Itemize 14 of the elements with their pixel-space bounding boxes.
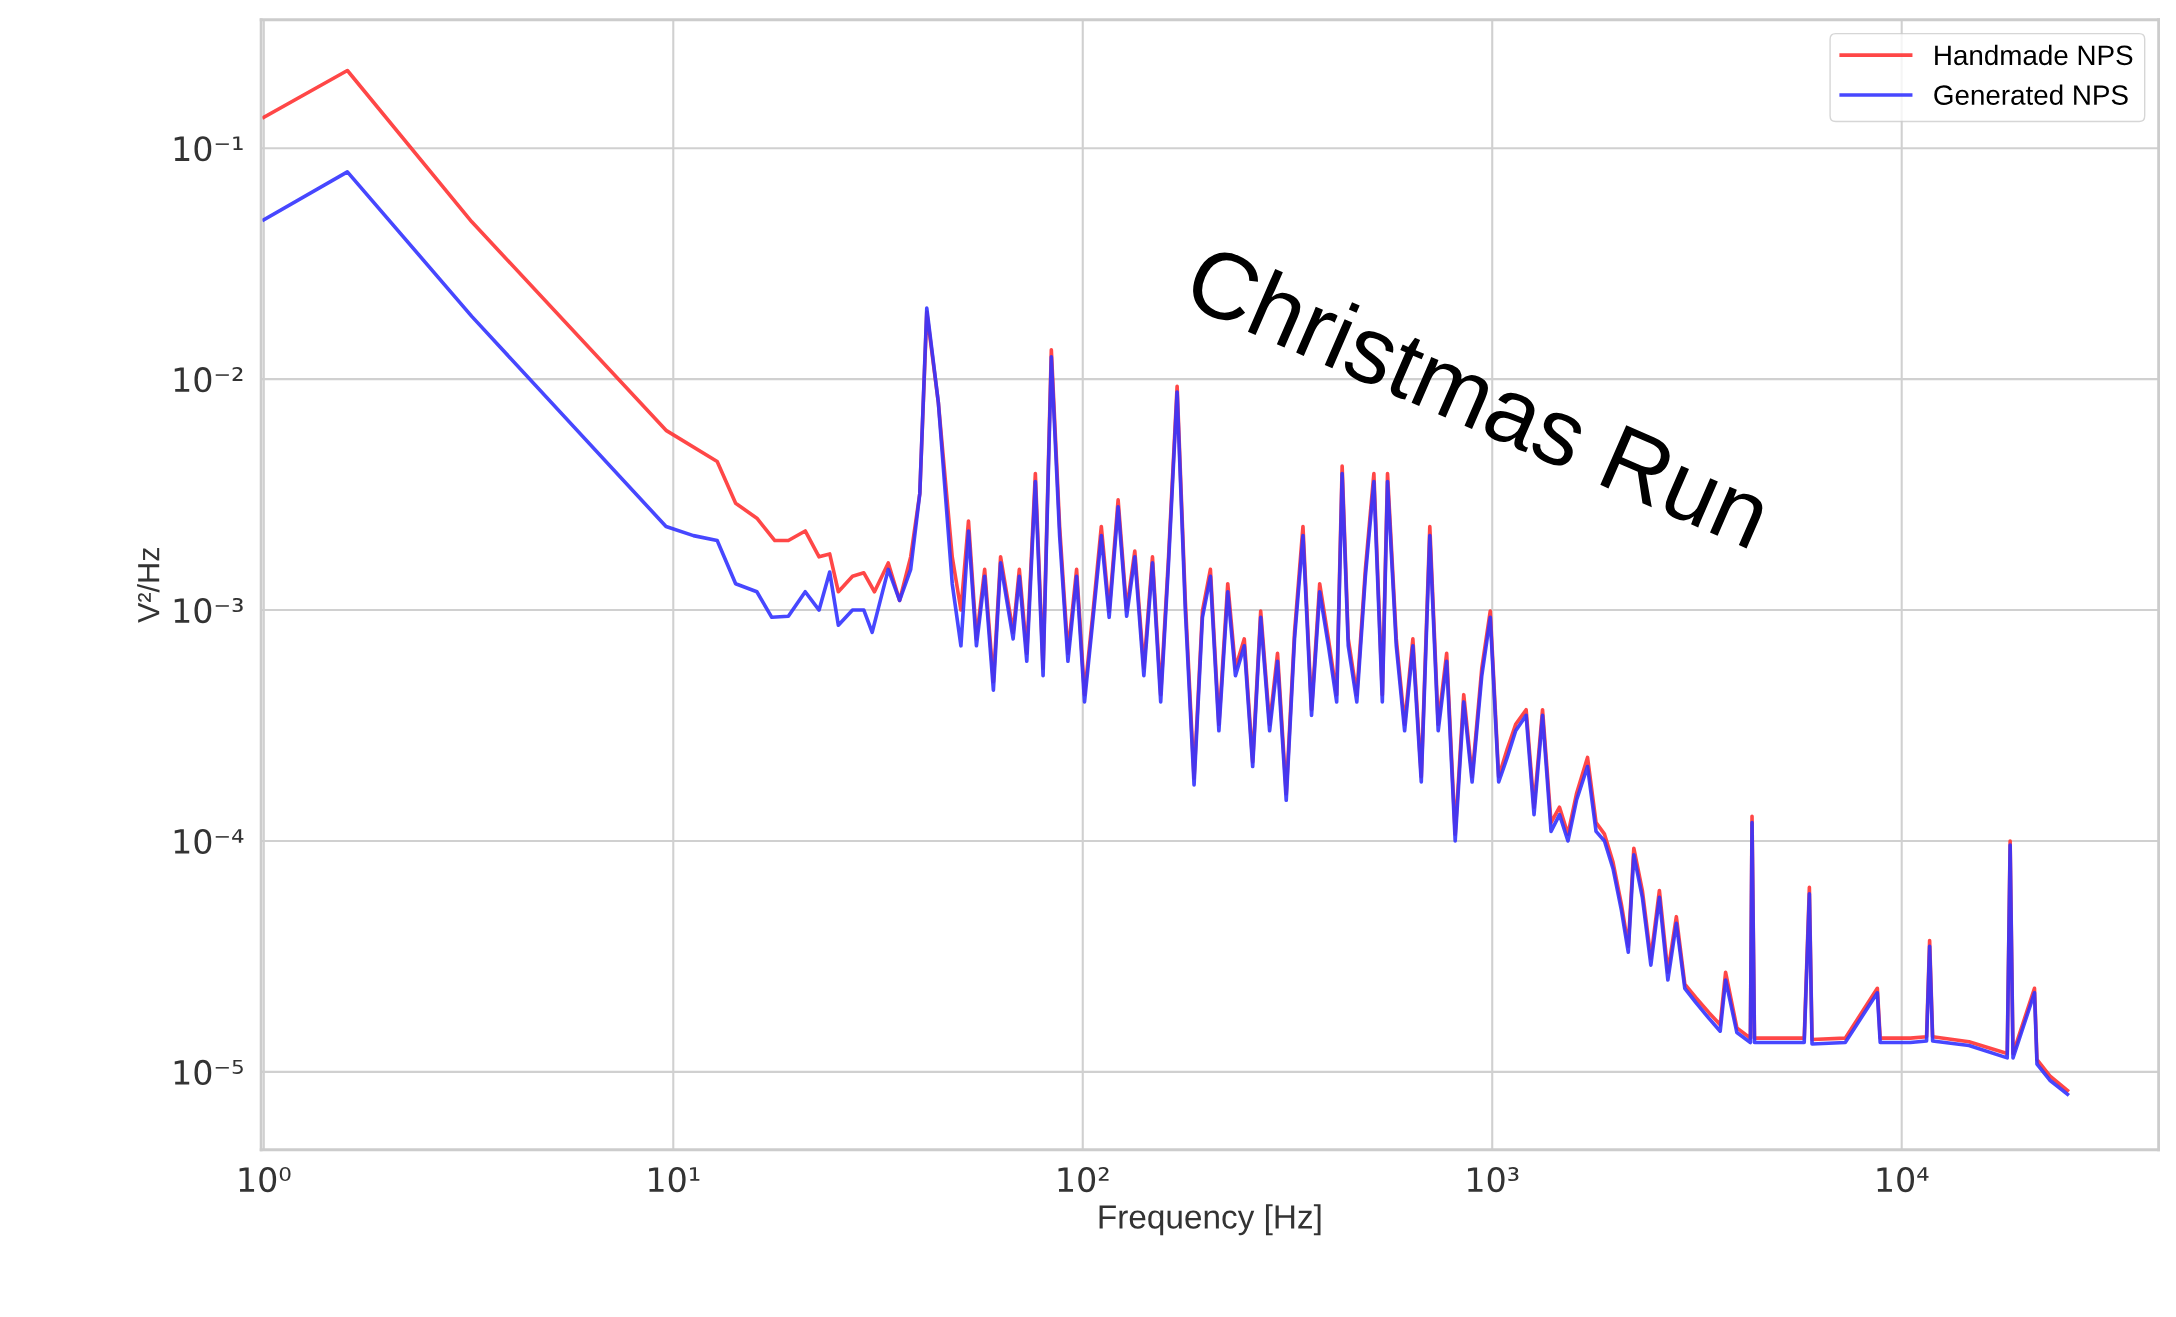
- x-tick-label: 10⁰: [239, 1167, 291, 1193]
- y-tick-label: 10⁻⁵: [174, 1059, 243, 1086]
- y-tick-label: 10⁻⁴: [174, 828, 244, 855]
- y-tick-label: 10⁻¹: [174, 136, 243, 162]
- legend-label: Generated NPS: [1934, 84, 2128, 105]
- y-tick-label: 10⁻²: [174, 367, 243, 393]
- y-axis-title: V²/Hz: [137, 548, 160, 623]
- legend-label: Handmade NPS: [1935, 44, 2133, 66]
- x-axis-title: Frequency [Hz]: [1099, 1204, 1321, 1236]
- x-tick-label: 10³: [1468, 1167, 1519, 1193]
- x-tick-label: 10⁴: [1877, 1167, 1929, 1193]
- x-tick-label: 10²: [1058, 1167, 1109, 1193]
- x-tick-label: 10¹: [649, 1167, 700, 1193]
- y-tick-label: 10⁻³: [174, 597, 243, 624]
